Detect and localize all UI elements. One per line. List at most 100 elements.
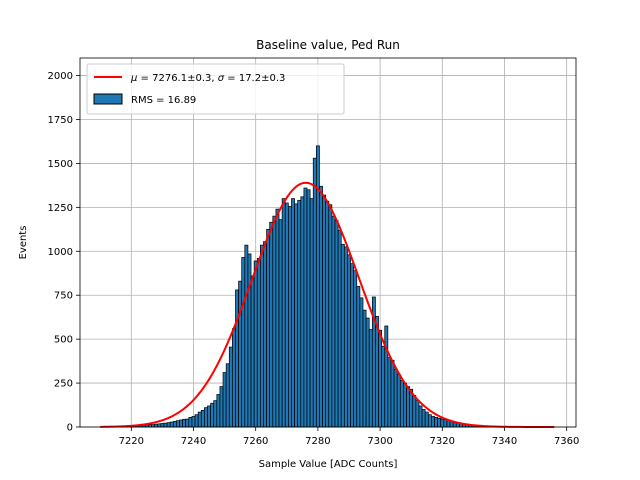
histogram-bar <box>204 407 208 428</box>
histogram-bar <box>291 198 295 428</box>
y-tick-label: 2000 <box>48 71 73 82</box>
x-tick-label: 7340 <box>492 436 517 447</box>
histogram-bar <box>154 423 159 428</box>
legend-sigma-value: = 17.2±0.3 <box>224 73 285 84</box>
histogram-bar <box>241 257 246 428</box>
histogram-bar <box>238 280 243 428</box>
histogram-bar <box>368 329 373 428</box>
legend-mu-value: = 7276.1±0.3, <box>137 73 217 84</box>
plot-frame <box>79 57 577 428</box>
histogram-bar <box>322 194 327 428</box>
histogram-bar <box>232 328 236 428</box>
histogram-bar <box>300 196 305 428</box>
histogram-bar <box>396 373 401 428</box>
histogram-bar <box>225 363 230 428</box>
y-tick-label: 0 <box>67 423 73 434</box>
legend-rms-label: RMS = 16.89 <box>131 95 196 106</box>
histogram-bar <box>275 208 280 428</box>
histogram-bar <box>256 257 261 428</box>
histogram-bar <box>253 260 258 428</box>
legend-fit-label: μ = 7276.1±0.3, σ = 17.2±0.3 <box>130 73 285 84</box>
histogram-bar <box>427 414 432 428</box>
x-tick-label: 7240 <box>181 436 206 447</box>
legend-box <box>86 63 345 115</box>
histogram-bar <box>191 416 196 428</box>
y-tick-label: 500 <box>54 335 73 346</box>
y-tick-label: 1250 <box>48 203 73 214</box>
histogram-bar <box>415 400 420 428</box>
histogram-bar <box>222 372 227 428</box>
histogram-bar <box>412 395 417 428</box>
histogram-bar <box>235 289 239 428</box>
histogram-bar <box>213 400 218 428</box>
histogram-bar <box>188 416 193 428</box>
histogram-bar <box>418 405 423 428</box>
histogram-bar <box>356 286 361 428</box>
histogram-bar <box>362 309 367 428</box>
legend-sigma-symbol: σ <box>218 73 225 84</box>
histogram-bar <box>443 419 448 428</box>
histogram-bar <box>390 359 395 428</box>
histogram-bar <box>281 198 286 428</box>
histogram-bar <box>260 244 264 428</box>
histogram-bar <box>434 416 438 428</box>
histogram-bar <box>207 405 211 428</box>
histogram-bar <box>325 200 330 428</box>
histogram-bar <box>284 202 289 428</box>
histogram-bar <box>272 215 277 428</box>
x-tick-label: 7360 <box>554 436 579 447</box>
histogram-bar <box>250 275 255 428</box>
histogram-bar <box>197 411 202 428</box>
histogram-bar <box>179 419 183 428</box>
x-tick-label: 7280 <box>305 436 330 447</box>
histogram-bar <box>440 418 445 428</box>
histogram-bar <box>331 215 336 428</box>
histogram-bar <box>303 187 308 428</box>
histogram-bar <box>350 263 355 428</box>
x-tick-label: 7320 <box>430 436 455 447</box>
x-axis-label: Sample Value [ADC Counts] <box>259 459 398 470</box>
histogram-bar <box>384 325 389 428</box>
x-tick-label: 7260 <box>243 436 268 447</box>
histogram-bar <box>306 189 311 428</box>
histogram-bar <box>219 386 224 428</box>
gaussian-fit-curve <box>100 181 555 428</box>
histogram-bar <box>399 380 404 428</box>
y-tick-label: 1500 <box>48 159 73 170</box>
histogram-bar <box>244 244 249 428</box>
histogram-bar <box>163 422 168 428</box>
histogram-bar <box>431 416 435 428</box>
histogram-bar <box>328 204 333 428</box>
histogram-bar <box>194 414 199 428</box>
histogram-bar <box>166 422 171 428</box>
histogram-bar <box>334 220 339 428</box>
legend-bar-swatch <box>93 93 123 105</box>
y-axis-ticks: 0 250 500 750 1000 1250 1500 1750 2000 <box>48 71 80 434</box>
histogram-bar <box>347 254 351 428</box>
histogram-bar <box>160 423 165 428</box>
histogram-bar <box>297 199 302 428</box>
histogram-bar <box>312 157 317 428</box>
histogram-bar <box>393 368 398 428</box>
histogram-bar <box>365 317 370 428</box>
histogram-bar <box>421 409 426 428</box>
histogram-bar <box>176 420 180 428</box>
histogram-bar <box>340 243 345 428</box>
histogram-bar <box>263 241 267 428</box>
legend: μ = 7276.1±0.3, σ = 17.2±0.3 RMS = 16.89 <box>86 63 345 115</box>
histogram-bar <box>294 203 299 428</box>
y-tick-label: 1000 <box>48 247 73 258</box>
histogram-bar <box>185 418 190 428</box>
y-axis-label: Events <box>18 226 29 260</box>
histogram-bar <box>309 198 314 428</box>
histogram-bar <box>375 315 379 428</box>
histogram-bar <box>157 423 162 428</box>
histogram-bar <box>269 221 274 428</box>
histogram-bar <box>216 394 221 428</box>
histogram-bar <box>406 386 410 428</box>
y-tick-label: 250 <box>54 379 73 390</box>
chart-title: Baseline value, Ped Run <box>256 38 400 52</box>
histogram-bar <box>437 417 442 428</box>
histogram-bar <box>359 297 364 428</box>
